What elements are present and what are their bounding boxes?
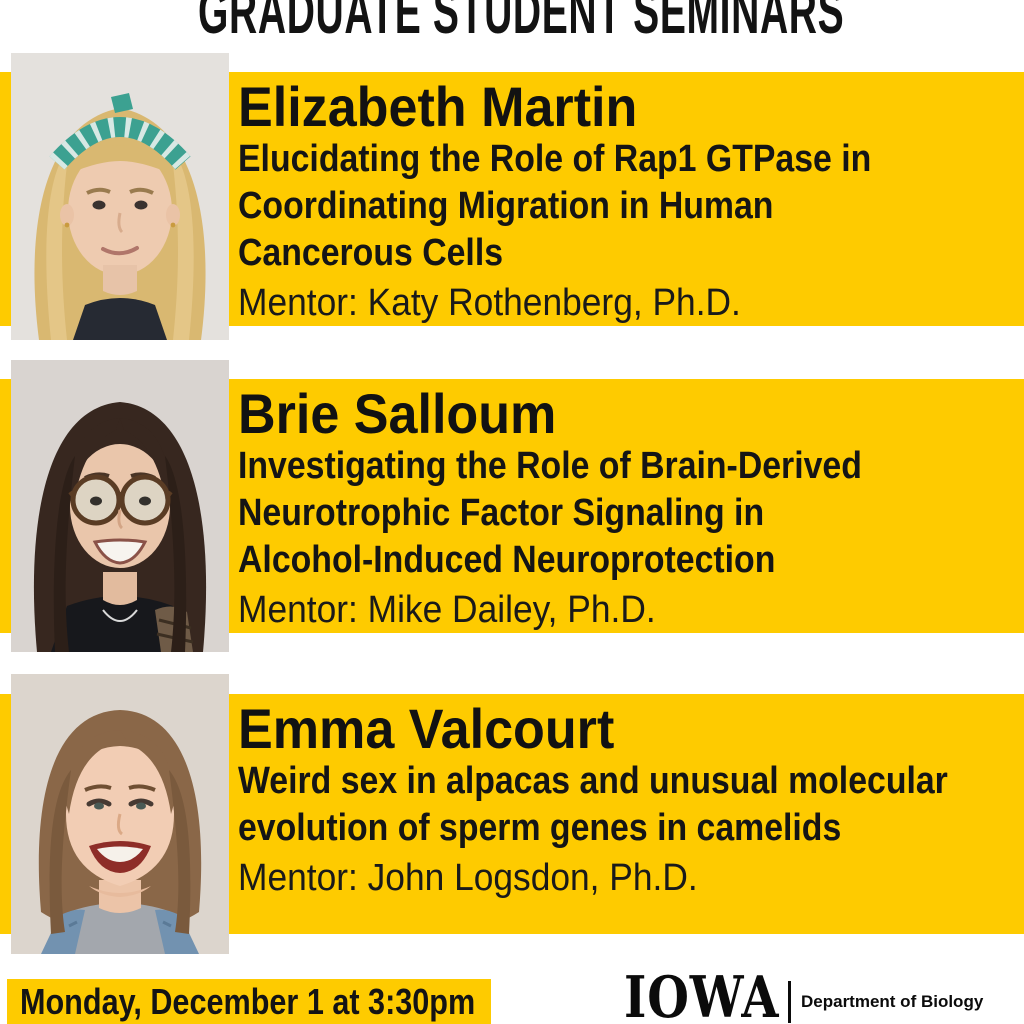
speaker-name: Elizabeth Martin [238, 75, 638, 138]
portrait-illustration [11, 360, 229, 652]
speaker-photo-elizabeth-martin [11, 53, 229, 340]
iowa-logo: IOWA [624, 964, 780, 1024]
page-title: GRADUATE STUDENT SEMINARS [198, 0, 845, 47]
department-label: Department of Biology [801, 992, 984, 1011]
logo-divider [788, 981, 791, 1023]
talk-title-line: Cancerous Cells [238, 232, 504, 274]
seminar-card-3: Emma Valcourt Weird sex in alpacas and u… [238, 700, 1020, 900]
mentor-label: Mentor: John Logsdon, Ph.D. [238, 857, 698, 899]
talk-title-line: evolution of sperm genes in camelids [238, 807, 842, 849]
talk-title-line: Investigating the Role of Brain-Derived [238, 445, 862, 487]
portrait-illustration [11, 674, 229, 954]
talk-title-line: Coordinating Migration in Human [238, 185, 774, 227]
seminar-card-2: Brie Salloum Investigating the Role of B… [238, 385, 1020, 632]
speaker-photo-brie-salloum [11, 360, 229, 652]
talk-title-line: Weird sex in alpacas and unusual molecul… [238, 760, 948, 802]
portrait-illustration [11, 53, 229, 340]
talk-title-line: Alcohol-Induced Neuroprotection [238, 539, 776, 581]
talk-title-line: Elucidating the Role of Rap1 GTPase in [238, 138, 872, 180]
speaker-name: Emma Valcourt [238, 697, 615, 760]
seminar-card-1: Elizabeth Martin Elucidating the Role of… [238, 78, 1020, 325]
speaker-name: Brie Salloum [238, 382, 557, 445]
speaker-photo-emma-valcourt [11, 674, 229, 954]
mentor-label: Mentor: Katy Rothenberg, Ph.D. [238, 282, 741, 324]
event-datetime: Monday, December 1 at 3:30pm [20, 981, 476, 1022]
talk-title-line: Neurotrophic Factor Signaling in [238, 492, 765, 534]
mentor-label: Mentor: Mike Dailey, Ph.D. [238, 589, 656, 631]
event-datetime-banner: Monday, December 1 at 3:30pm [7, 979, 491, 1024]
